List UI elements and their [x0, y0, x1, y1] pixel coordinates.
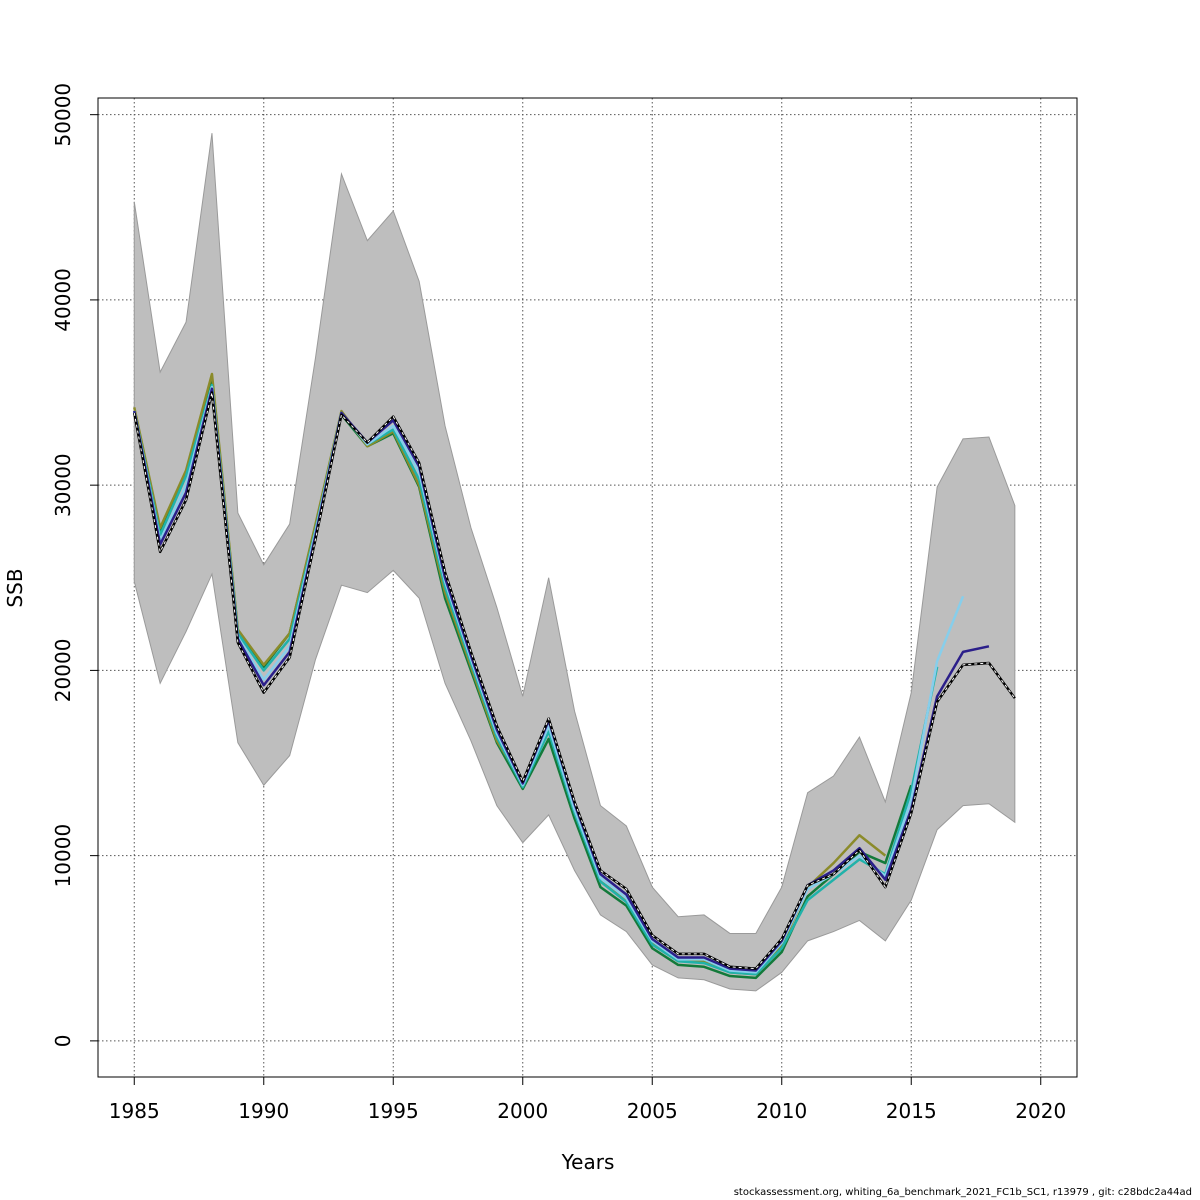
y-tick-label: 20000	[51, 639, 75, 703]
y-tick-label: 0	[51, 1035, 75, 1048]
x-tick-label: 1995	[368, 1099, 419, 1123]
footer-note: stockassessment.org, whiting_6a_benchmar…	[733, 1187, 1192, 1198]
series-line-1-dash	[133, 392, 1016, 970]
x-tick-label: 2005	[627, 1099, 678, 1123]
y-axis-label: SSB	[3, 568, 27, 607]
x-axis: 1985 1990 1995 2000 2005 2010 2015 2020	[109, 1076, 1066, 1123]
x-axis-label: Years	[561, 1150, 615, 1174]
x-tick-label: 1990	[238, 1099, 289, 1123]
x-tick-label: 2010	[756, 1099, 807, 1123]
x-tick-label: 2015	[886, 1099, 937, 1123]
y-tick-label: 30000	[51, 453, 75, 517]
series-line-4	[133, 383, 939, 976]
series-layer	[133, 372, 1016, 980]
y-tick-label: 10000	[51, 824, 75, 888]
x-tick-label: 2000	[497, 1099, 548, 1123]
series-line-6	[133, 376, 913, 980]
x-tick-label: 2020	[1015, 1099, 1066, 1123]
confidence-band	[133, 133, 1016, 992]
y-axis: 0 10000 20000 30000 40000 50000	[51, 83, 99, 1048]
x-tick-label: 1985	[109, 1099, 160, 1123]
confidence-band-layer	[133, 133, 1016, 992]
y-tick-label: 50000	[51, 83, 75, 147]
y-tick-label: 40000	[51, 268, 75, 332]
